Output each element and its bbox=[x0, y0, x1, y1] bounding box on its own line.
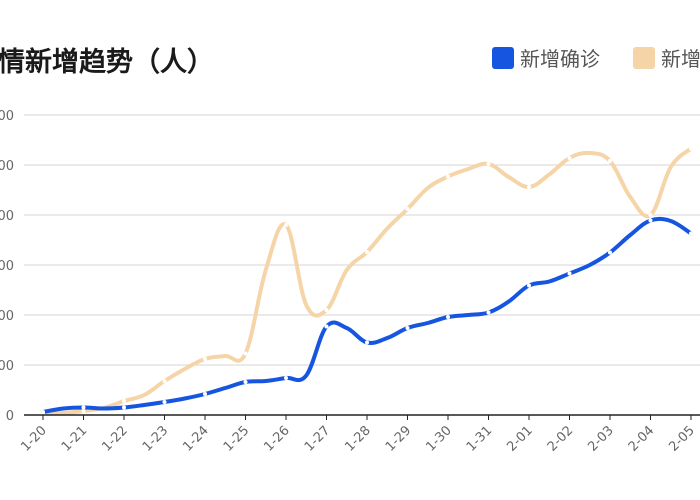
data-point[interactable] bbox=[608, 159, 612, 163]
y-tick-label: 000 bbox=[0, 309, 14, 324]
data-point[interactable] bbox=[243, 380, 248, 384]
data-point[interactable] bbox=[446, 174, 450, 179]
data-point[interactable] bbox=[122, 399, 126, 403]
data-point[interactable] bbox=[689, 231, 693, 236]
legend-swatch-suspected bbox=[633, 47, 655, 69]
series-line-suspected bbox=[41, 146, 693, 416]
x-tick-label: 1-20 bbox=[18, 423, 49, 454]
legend[interactable]: 新增确诊 新增疑似 bbox=[492, 47, 700, 71]
x-tick-label: 1-22 bbox=[99, 423, 130, 454]
legend-label-confirmed: 新增确诊 bbox=[520, 47, 600, 71]
x-tick-label: 1-30 bbox=[423, 423, 454, 454]
data-point[interactable] bbox=[365, 340, 369, 345]
x-tick-label: 2-03 bbox=[585, 423, 616, 454]
y-tick-label: 000 bbox=[0, 259, 14, 274]
x-tick-label: 1-28 bbox=[342, 423, 373, 454]
data-point[interactable] bbox=[446, 315, 450, 319]
data-point[interactable] bbox=[486, 162, 491, 166]
y-tick-label: 000 bbox=[0, 359, 14, 374]
x-axis-ticks: 1-20 1-21 1-22 1-23 1-24 1-25 1-26 1-27 1-28 1-29… bbox=[18, 415, 698, 455]
chart-title: 情新增趋势（人） bbox=[0, 46, 214, 78]
data-point[interactable] bbox=[608, 250, 612, 255]
data-point[interactable] bbox=[81, 405, 86, 410]
data-point[interactable] bbox=[284, 376, 288, 380]
data-point[interactable] bbox=[486, 310, 491, 315]
data-point[interactable] bbox=[648, 218, 653, 223]
x-tick-label: 2-05 bbox=[666, 423, 697, 454]
data-point[interactable] bbox=[365, 250, 369, 254]
x-tick-label: 1-23 bbox=[140, 423, 171, 454]
legend-swatch-confirmed bbox=[492, 47, 514, 69]
data-point[interactable] bbox=[203, 392, 207, 396]
data-point[interactable] bbox=[162, 379, 167, 383]
data-point[interactable] bbox=[41, 410, 45, 414]
data-point[interactable] bbox=[527, 185, 531, 189]
data-point[interactable] bbox=[243, 351, 248, 356]
x-tick-label: 2-01 bbox=[504, 423, 535, 454]
y-tick-label: 0 bbox=[6, 409, 14, 424]
data-point[interactable] bbox=[648, 213, 653, 217]
x-tick-label: 1-25 bbox=[221, 423, 252, 454]
data-point[interactable] bbox=[405, 207, 410, 211]
x-tick-label: 1-29 bbox=[383, 423, 414, 454]
data-point[interactable] bbox=[122, 405, 126, 410]
x-tick-label: 1-27 bbox=[302, 423, 333, 454]
x-tick-label: 2-02 bbox=[545, 423, 576, 454]
legend-label-suspected: 新增疑似 bbox=[661, 47, 700, 71]
data-point[interactable] bbox=[203, 357, 207, 361]
x-tick-label: 1-21 bbox=[59, 423, 90, 454]
data-point[interactable] bbox=[324, 308, 329, 312]
data-point[interactable] bbox=[567, 271, 572, 276]
data-point[interactable] bbox=[567, 156, 572, 160]
y-tick-label: 000 bbox=[0, 159, 14, 174]
y-tick-label: 000 bbox=[0, 109, 14, 124]
data-point[interactable] bbox=[527, 283, 531, 288]
x-tick-label: 2-04 bbox=[626, 423, 657, 454]
x-tick-label: 1-24 bbox=[180, 423, 211, 454]
series-layer bbox=[41, 146, 693, 416]
data-point[interactable] bbox=[324, 324, 329, 329]
y-axis-ticks: 0000000000000000000 bbox=[0, 109, 14, 424]
data-point[interactable] bbox=[689, 146, 693, 151]
data-point[interactable] bbox=[284, 223, 288, 227]
y-tick-label: 000 bbox=[0, 209, 14, 224]
gridlines bbox=[24, 114, 700, 366]
x-tick-label: 1-26 bbox=[261, 423, 292, 454]
x-tick-label: 1-31 bbox=[464, 423, 495, 454]
data-point[interactable] bbox=[162, 400, 167, 404]
data-point[interactable] bbox=[405, 326, 410, 330]
data-point[interactable] bbox=[81, 409, 86, 413]
